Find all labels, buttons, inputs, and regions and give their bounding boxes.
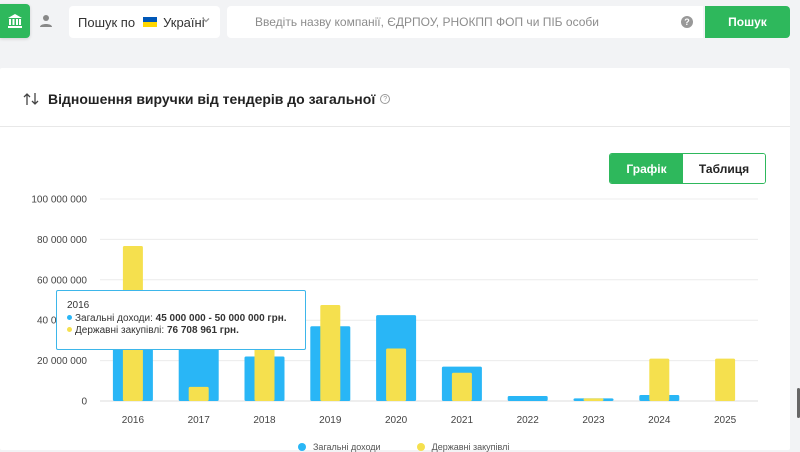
legend-income-label: Загальні доходи — [313, 442, 381, 452]
card-header: Відношення виручки від тендерів до загал… — [22, 88, 391, 110]
info-icon[interactable]: ? — [380, 94, 391, 104]
tooltip-procurement-label: Державні закупівлі: — [75, 325, 165, 336]
y-tick-label: 100 000 000 — [31, 195, 87, 206]
y-tick-label: 60 000 000 — [37, 275, 87, 286]
tooltip-row-income: Загальні доходи: 45 000 000 - 50 000 000… — [67, 313, 305, 326]
x-tick-label: 2024 — [648, 415, 671, 426]
x-tick-label: 2021 — [451, 415, 474, 426]
x-tick-label: 2019 — [319, 415, 342, 426]
bar-procurement[interactable] — [386, 348, 407, 401]
view-toggle: Графік Таблиця — [609, 153, 766, 184]
tooltip-income-value: 45 000 000 - 50 000 000 грн. — [155, 312, 287, 324]
tooltip-procurement-value: 76 708 961 грн. — [166, 325, 239, 336]
tooltip-row-procurement: Державні закупівлі: 76 708 961 грн. — [67, 325, 305, 338]
search-field: ? — [227, 6, 703, 38]
sort-arrows-icon[interactable] — [22, 92, 40, 106]
header-divider — [0, 126, 790, 127]
x-tick-label: 2016 — [122, 415, 145, 426]
ukraine-flag-icon — [143, 17, 158, 27]
legend-procurement-swatch — [416, 443, 425, 451]
y-tick-label: 20 000 000 — [37, 356, 87, 367]
search-input[interactable] — [227, 6, 667, 38]
help-icon[interactable]: ? — [681, 16, 693, 28]
x-tick-label: 2020 — [385, 415, 408, 426]
chart-legend: Загальні доходи Державні закупівлі — [298, 442, 545, 452]
search-scope-value: Україні — [163, 14, 205, 30]
bar-income[interactable] — [507, 395, 548, 401]
x-tick-label: 2022 — [517, 415, 540, 426]
procurement-dot-icon — [67, 327, 72, 332]
tab-chart[interactable]: Графік — [610, 154, 683, 183]
tooltip-year: 2016 — [67, 300, 90, 311]
bar-income[interactable] — [178, 340, 219, 401]
x-tick-label: 2017 — [188, 415, 211, 426]
search-scope-label: Пошук по — [78, 14, 136, 30]
bank-icon — [8, 14, 22, 28]
legend-procurement-label: Державні закупівлі — [431, 442, 510, 452]
bar-procurement[interactable] — [254, 346, 275, 401]
user-icon — [40, 15, 52, 27]
tab-table[interactable]: Таблиця — [683, 154, 765, 183]
legend-income-swatch — [298, 443, 306, 451]
income-dot-icon — [67, 314, 72, 320]
x-tick-label: 2023 — [582, 415, 605, 426]
x-tick-label: 2025 — [714, 415, 737, 426]
legend-item-income[interactable]: Загальні доходи — [298, 442, 381, 452]
chart-tooltip: 2016 Загальні доходи: 45 000 000 - 50 00… — [56, 290, 306, 350]
chevron-down-icon — [202, 18, 210, 23]
search-scope-select[interactable]: Пошук по Україні — [69, 6, 220, 38]
user-button[interactable] — [34, 7, 58, 35]
tooltip-income-label: Загальні доходи: — [75, 312, 153, 324]
bar-procurement[interactable] — [583, 398, 604, 401]
bar-procurement[interactable] — [649, 358, 670, 401]
card-title: Відношення виручки від тендерів до загал… — [48, 91, 376, 107]
legend-item-procurement[interactable]: Державні закупівлі — [416, 442, 510, 452]
top-bar: Пошук по Україні ? Пошук — [0, 0, 800, 46]
bar-procurement[interactable] — [715, 358, 736, 401]
bar-procurement[interactable] — [320, 305, 341, 401]
bar-procurement[interactable] — [451, 372, 472, 401]
registry-home-button[interactable] — [0, 4, 30, 38]
y-tick-label: 80 000 000 — [37, 235, 87, 246]
bar-procurement[interactable] — [188, 386, 209, 401]
y-tick-label: 0 — [81, 397, 87, 408]
x-tick-label: 2018 — [253, 415, 276, 426]
page-scrollbar[interactable] — [797, 388, 800, 418]
search-button[interactable]: Пошук — [705, 6, 790, 38]
